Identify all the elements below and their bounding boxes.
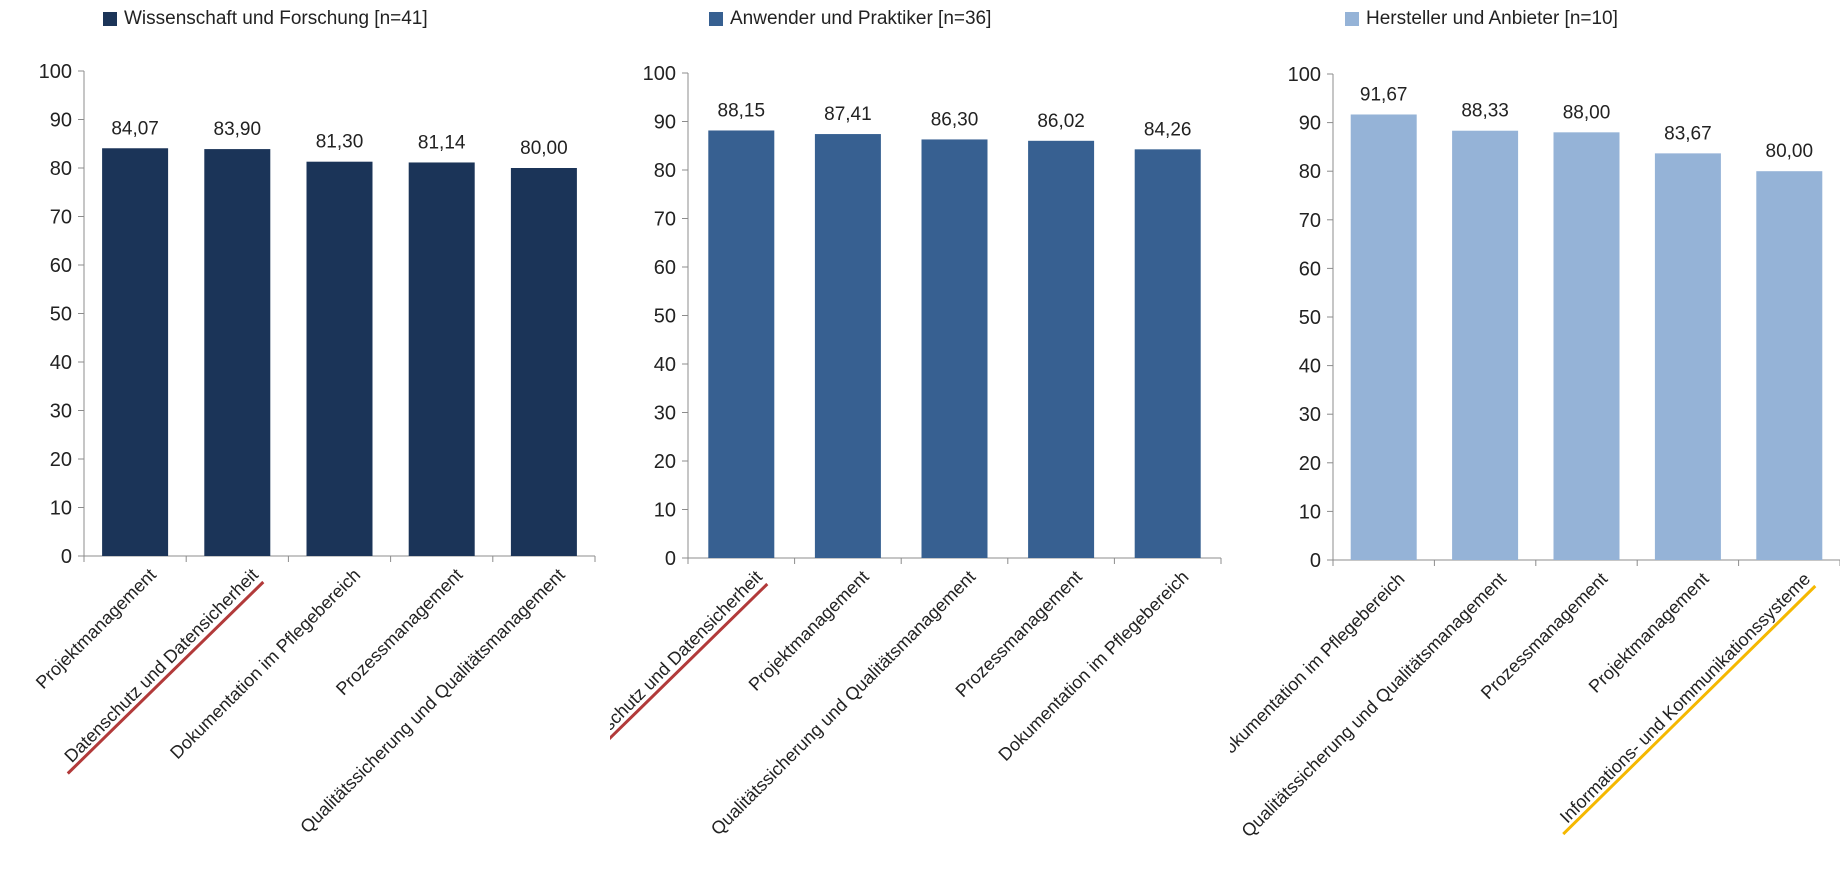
- category-label: Datenschutz und Datensicherheit: [610, 567, 766, 769]
- value-label: 83,90: [214, 119, 262, 140]
- bar-chart-hersteller: 0 10 20 30 40 50 60 70 80 90 100 91,67 Dokumentation…: [1230, 64, 1840, 841]
- chart-panel-hersteller: Hersteller und Anbieter [n=10] 0 10 20 30 40…: [1230, 0, 1840, 888]
- y-tick-label: 40: [50, 352, 72, 374]
- y-tick-label: 20: [1299, 453, 1321, 475]
- value-label: 81,30: [316, 132, 364, 153]
- category-label: Dokumentation im Pflegebereich: [166, 565, 364, 763]
- bar: [1654, 153, 1721, 560]
- bar: [1756, 171, 1823, 560]
- chart-panel-anwender: Anwender und Praktiker [n=36] 0 10 20 30 40 5…: [610, 0, 1230, 888]
- legend-label: Wissenschaft und Forschung [n=41]: [124, 8, 428, 29]
- y-tick-label: 80: [1299, 161, 1321, 183]
- y-tick-label: 80: [50, 158, 72, 180]
- y-tick-label: 20: [50, 449, 72, 471]
- bar: [306, 161, 373, 556]
- bar: [921, 139, 988, 558]
- y-tick-label: 60: [1299, 258, 1321, 280]
- bar-chart-anwender: 0 10 20 30 40 50 60 70 80 90 100 88,15 Datenschutz u…: [610, 63, 1222, 839]
- y-tick-label: 90: [654, 112, 676, 134]
- legend-label: Hersteller und Anbieter [n=10]: [1366, 8, 1618, 29]
- y-tick-label: 90: [50, 110, 72, 132]
- bar: [1350, 114, 1417, 561]
- bar: [204, 149, 271, 556]
- y-tick-label: 60: [50, 255, 72, 277]
- y-tick-label: 10: [50, 498, 72, 520]
- bar: [510, 168, 577, 556]
- y-tick-label: 30: [654, 403, 676, 425]
- value-label: 86,30: [931, 109, 979, 130]
- bar: [1553, 132, 1620, 560]
- y-tick-label: 90: [1299, 113, 1321, 135]
- category-underline: [1562, 584, 1817, 836]
- value-label: 86,02: [1037, 111, 1085, 132]
- value-label: 83,67: [1664, 123, 1712, 144]
- bar: [102, 148, 169, 556]
- category-underline: [610, 582, 769, 741]
- value-label: 80,00: [1766, 141, 1814, 162]
- chart-panel-wissenschaft: Wissenschaft und Forschung [n=41] 0 10 20 3…: [0, 0, 610, 888]
- bar: [1452, 130, 1519, 561]
- value-label: 87,41: [824, 104, 872, 125]
- bar: [1134, 149, 1201, 559]
- y-tick-label: 0: [1310, 550, 1321, 572]
- legend-swatch: [1345, 12, 1359, 26]
- value-label: 88,15: [718, 100, 766, 121]
- y-tick-label: 10: [1299, 501, 1321, 523]
- category-label: Dokumentation im Pflegebereich: [1230, 569, 1409, 767]
- value-label: 84,07: [111, 118, 159, 139]
- value-label: 88,33: [1461, 101, 1509, 122]
- category-label: Dokumentation im Pflegebereich: [994, 567, 1192, 765]
- legend-label: Anwender und Praktiker [n=36]: [730, 8, 992, 29]
- y-tick-label: 50: [654, 306, 676, 328]
- legend: Wissenschaft und Forschung [n=41]: [103, 8, 428, 30]
- bar: [708, 130, 775, 558]
- value-label: 84,26: [1144, 119, 1192, 140]
- value-label: 81,14: [418, 132, 466, 153]
- y-tick-label: 20: [654, 451, 676, 473]
- legend: Anwender und Praktiker [n=36]: [709, 8, 991, 30]
- bar: [1028, 140, 1095, 559]
- y-tick-label: 50: [50, 304, 72, 326]
- y-tick-label: 30: [50, 401, 72, 423]
- bar: [814, 134, 881, 558]
- y-tick-label: 100: [1288, 64, 1321, 86]
- category-label: Datenschutz und Datensicherheit: [60, 565, 262, 767]
- y-tick-label: 30: [1299, 404, 1321, 426]
- bar-chart-wissenschaft: 010203040506070809010084,07Projektmanage…: [32, 61, 596, 837]
- y-tick-label: 100: [643, 63, 676, 85]
- y-tick-label: 0: [61, 546, 72, 568]
- y-tick-label: 70: [50, 207, 72, 229]
- y-tick-label: 50: [1299, 307, 1321, 329]
- y-tick-label: 0: [665, 548, 676, 570]
- legend-swatch: [709, 12, 723, 26]
- value-label: 88,00: [1563, 102, 1611, 123]
- value-label: 80,00: [520, 138, 568, 159]
- legend: Hersteller und Anbieter [n=10]: [1345, 8, 1618, 30]
- y-tick-label: 40: [1299, 356, 1321, 378]
- y-tick-label: 70: [1299, 210, 1321, 232]
- bar: [408, 162, 475, 556]
- category-underline: [66, 580, 265, 775]
- y-tick-label: 10: [654, 500, 676, 522]
- y-tick-label: 80: [654, 160, 676, 182]
- y-tick-label: 40: [654, 354, 676, 376]
- legend-swatch: [103, 12, 117, 26]
- y-tick-label: 100: [39, 61, 72, 83]
- y-tick-label: 70: [654, 209, 676, 231]
- value-label: 91,67: [1360, 84, 1408, 105]
- y-tick-label: 60: [654, 257, 676, 279]
